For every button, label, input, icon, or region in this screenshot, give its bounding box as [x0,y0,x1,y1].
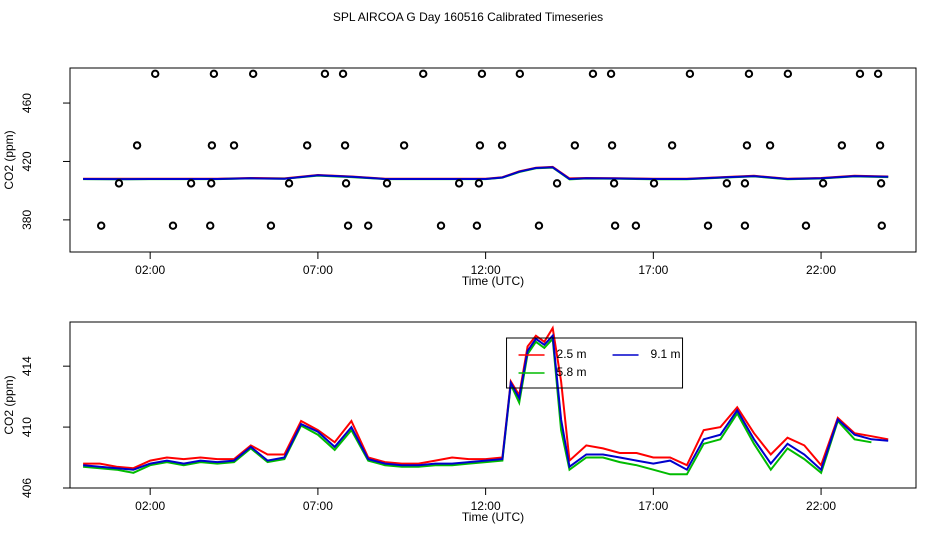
outlier-point [534,221,544,230]
y-tick-label: 380 [20,210,34,230]
outlier-point [875,141,885,150]
outlier-point [801,221,811,230]
outlier-point [284,179,294,188]
outlier-point [685,69,695,79]
outlier-point [783,69,793,79]
outlier-point [631,221,641,230]
y-tick-label: 414 [20,356,34,376]
outlier-point [168,221,178,230]
outlier-point [877,221,886,230]
x-tick-label: 17:00 [638,263,668,277]
outlier-point [667,141,677,150]
outlier-point [742,141,752,150]
x-tick-label: 22:00 [806,499,836,513]
outlier-point [132,141,142,150]
outlier-point [343,221,353,230]
outlier-point [515,69,525,79]
plot-frame [69,321,917,489]
x-tick-label: 12:00 [471,263,501,277]
outlier-point [607,141,617,150]
x-tick-label: 07:00 [303,263,333,277]
y-tick-label: 420 [20,151,34,171]
y-axis-label: CO2 (ppm) [2,130,16,189]
legend-label: 5.8 m [557,365,587,379]
outlier-point [740,179,750,188]
outlier-point [649,179,659,188]
outlier-point [96,221,106,230]
outlier-point [207,179,216,188]
series-line [83,166,889,181]
x-axis-label: Time (UTC) [462,274,524,288]
chart-title: SPL AIRCOA G Day 160516 Calibrated Times… [333,10,603,24]
outlier-point [570,141,580,150]
outlier-point [266,221,276,230]
outlier-point [454,179,464,188]
outlier-point [722,179,732,188]
legend-box [506,337,684,389]
outlier-point [382,179,392,188]
outlier-point [876,179,886,188]
outlier-point [497,141,507,150]
outlier-point [229,141,239,150]
outlier-point [606,69,616,79]
outlier-point [364,221,373,230]
y-axis-label: CO2 (ppm) [2,375,16,434]
outlier-point [320,69,330,79]
outlier-point [740,221,750,230]
series-line [83,333,889,472]
outlier-point [765,141,775,150]
x-tick-label: 12:00 [471,499,501,513]
outlier-point [436,221,446,230]
plot-frame [69,67,917,253]
outlier-point [610,221,620,230]
outlier-point [151,69,160,79]
outlier-point [248,69,258,79]
outlier-point [818,179,828,188]
outlier-point [477,69,487,79]
x-tick-label: 02:00 [135,499,165,513]
legend-label: 2.5 m [557,347,587,361]
outlier-point [873,69,883,79]
y-tick-label: 410 [20,417,34,437]
legend-label: 9.1 m [651,347,681,361]
outlier-point [609,179,619,188]
outlier-point [744,69,754,79]
outlier-point [472,221,482,230]
outlier-point [186,179,196,188]
outlier-point [855,69,865,79]
outlier-point [206,221,215,230]
outlier-point [837,141,847,150]
outlier-point [474,179,484,188]
x-axis-label: Time (UTC) [462,510,524,524]
outlier-point [588,69,598,79]
outlier-point [302,141,312,150]
outlier-point [703,221,713,230]
outlier-point [399,141,409,150]
y-tick-label: 460 [20,93,34,113]
outlier-point [114,179,124,188]
outlier-point [419,69,428,79]
outlier-point [340,141,350,150]
outlier-point [341,179,351,188]
x-tick-label: 17:00 [638,499,668,513]
y-tick-label: 406 [20,478,34,498]
outlier-point [207,141,217,150]
outlier-point [475,141,485,150]
x-tick-label: 07:00 [303,499,333,513]
outlier-point [338,69,348,79]
outlier-point [552,179,562,188]
x-tick-label: 02:00 [135,263,165,277]
x-tick-label: 22:00 [806,263,836,277]
outlier-point [209,69,219,79]
